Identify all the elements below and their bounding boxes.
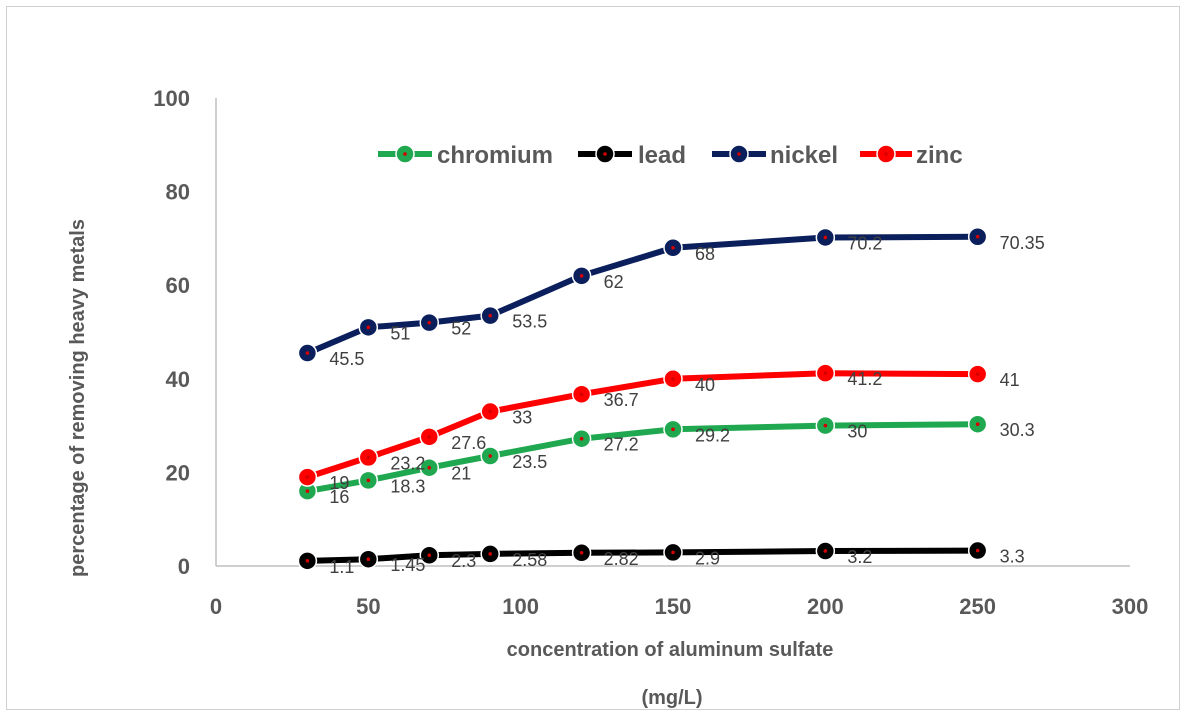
x-axis-title: concentration of aluminum sulfate bbox=[507, 639, 834, 661]
data-label-lead: 2.58 bbox=[512, 550, 547, 570]
data-point-lead bbox=[480, 544, 500, 564]
series-markers bbox=[297, 227, 988, 571]
data-label-zinc: 40 bbox=[695, 375, 715, 395]
data-labels: 16 18.3 21 23.5 27.2 29.2 30 30.3 1.1 1.45 2.3 2.58… bbox=[329, 233, 1044, 577]
y-tick-label: 20 bbox=[166, 460, 190, 485]
x-tick-label: 250 bbox=[959, 594, 996, 619]
data-point-chromium bbox=[480, 446, 500, 466]
data-point-zinc bbox=[419, 427, 440, 447]
chart-frame bbox=[6, 6, 1180, 710]
data-label-nickel: 52 bbox=[451, 319, 471, 339]
x-tick-label: 100 bbox=[502, 594, 539, 619]
y-tick-label: 80 bbox=[166, 180, 190, 205]
data-label-nickel: 68 bbox=[695, 244, 715, 264]
legend-item-nickel: nickel bbox=[712, 142, 838, 169]
data-point-lead bbox=[967, 540, 988, 561]
data-label-zinc: 23.2 bbox=[390, 453, 425, 473]
data-label-chromium: 18.3 bbox=[390, 476, 425, 496]
data-point-chromium bbox=[663, 419, 683, 440]
data-label-nickel: 70.35 bbox=[1000, 233, 1045, 253]
data-label-chromium: 23.5 bbox=[512, 452, 547, 472]
series-line-lead bbox=[304, 547, 981, 564]
data-label-zinc: 27.6 bbox=[451, 433, 486, 453]
data-point-nickel bbox=[967, 227, 988, 247]
data-label-chromium: 27.2 bbox=[604, 435, 639, 455]
data-point-lead bbox=[358, 549, 379, 569]
legend-item-lead: lead bbox=[578, 142, 686, 169]
data-label-lead: 2.82 bbox=[604, 549, 639, 569]
data-label-lead: 1.1 bbox=[329, 557, 354, 577]
series-line-nickel bbox=[304, 233, 981, 357]
data-label-chromium: 16 bbox=[329, 487, 349, 507]
data-point-nickel bbox=[419, 312, 440, 333]
legend-label: nickel bbox=[770, 142, 838, 169]
data-label-nickel: 70.2 bbox=[847, 233, 882, 253]
y-tick-label: 0 bbox=[178, 554, 190, 579]
data-label-zinc: 33 bbox=[512, 408, 532, 428]
data-label-chromium: 21 bbox=[451, 464, 471, 484]
data-point-chromium bbox=[815, 415, 836, 436]
y-axis-title: percentage of removing heavy metals bbox=[67, 219, 89, 577]
data-point-zinc bbox=[663, 369, 683, 389]
data-point-lead bbox=[419, 545, 440, 565]
data-label-lead: 2.9 bbox=[695, 548, 720, 568]
data-point-lead bbox=[663, 542, 683, 563]
data-point-zinc bbox=[967, 364, 988, 384]
legend-item-chromium: chromium bbox=[378, 142, 553, 169]
x-tick-label: 200 bbox=[807, 594, 844, 619]
legend: chromium lead nickel zinc bbox=[378, 142, 963, 169]
y-tick-label: 60 bbox=[166, 273, 190, 298]
data-point-nickel bbox=[815, 227, 836, 248]
data-point-lead bbox=[297, 551, 318, 571]
data-point-lead bbox=[815, 541, 836, 561]
data-label-lead: 3.2 bbox=[847, 547, 872, 567]
data-point-zinc bbox=[358, 447, 379, 468]
y-tick-labels: 0 20 40 60 80 100 bbox=[153, 86, 190, 579]
data-point-nickel bbox=[480, 305, 500, 326]
y-tick-label: 100 bbox=[153, 86, 190, 111]
data-point-nickel bbox=[297, 343, 318, 363]
data-label-chromium: 30.3 bbox=[1000, 420, 1035, 440]
data-label-chromium: 30 bbox=[847, 422, 867, 442]
x-axis-unit: (mg/L) bbox=[641, 687, 702, 709]
data-point-zinc bbox=[571, 384, 592, 404]
legend-label: chromium bbox=[437, 142, 553, 169]
data-label-zinc: 41 bbox=[1000, 370, 1020, 390]
x-tick-label: 300 bbox=[1112, 594, 1149, 619]
data-label-lead: 3.3 bbox=[1000, 547, 1025, 567]
data-point-lead bbox=[571, 543, 592, 563]
data-label-lead: 2.3 bbox=[451, 551, 476, 571]
data-point-zinc bbox=[297, 467, 318, 487]
legend-label: zinc bbox=[916, 142, 963, 169]
data-label-nickel: 62 bbox=[604, 272, 624, 292]
series-line-chromium bbox=[304, 421, 981, 495]
series-lines bbox=[304, 233, 981, 564]
x-tick-label: 50 bbox=[356, 594, 380, 619]
x-tick-label: 0 bbox=[210, 594, 222, 619]
y-tick-label: 40 bbox=[166, 367, 190, 392]
x-tick-labels: 0 50 100 150 200 250 300 bbox=[210, 594, 1148, 619]
data-point-nickel bbox=[571, 266, 592, 286]
data-point-chromium bbox=[419, 457, 440, 478]
data-point-zinc bbox=[480, 401, 500, 422]
data-point-chromium bbox=[967, 414, 988, 434]
data-label-nickel: 51 bbox=[390, 323, 410, 343]
data-point-nickel bbox=[358, 317, 379, 338]
data-point-chromium bbox=[358, 470, 379, 491]
data-label-chromium: 29.2 bbox=[695, 425, 730, 445]
data-label-zinc: 19 bbox=[329, 473, 349, 493]
data-label-zinc: 41.2 bbox=[847, 369, 882, 389]
x-tick-label: 150 bbox=[655, 594, 692, 619]
data-label-nickel: 53.5 bbox=[512, 312, 547, 332]
series-line-zinc bbox=[304, 370, 981, 481]
data-point-chromium bbox=[571, 428, 592, 449]
data-label-lead: 1.45 bbox=[390, 555, 425, 575]
legend-label: lead bbox=[638, 142, 686, 169]
legend-item-zinc: zinc bbox=[860, 142, 963, 169]
data-label-zinc: 36.7 bbox=[604, 390, 639, 410]
data-point-nickel bbox=[663, 238, 683, 258]
data-label-nickel: 45.5 bbox=[329, 349, 364, 369]
data-point-zinc bbox=[815, 363, 836, 383]
